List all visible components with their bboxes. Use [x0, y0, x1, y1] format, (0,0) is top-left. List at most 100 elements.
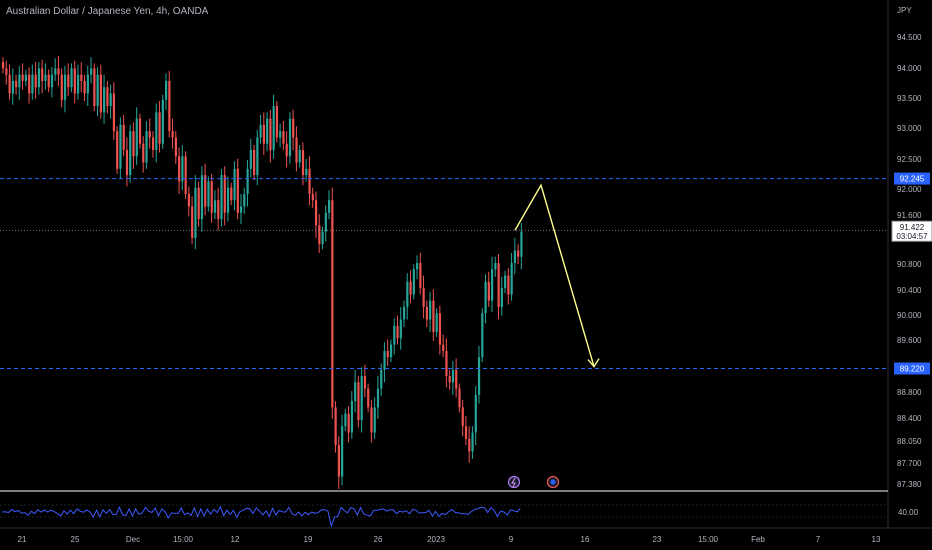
candle-body: [344, 413, 347, 427]
chart-title: Australian Dollar / Japanese Yen, 4h, OA…: [6, 6, 209, 17]
lightning-glyph: [511, 477, 516, 488]
candle-body: [47, 74, 50, 88]
candle-body: [288, 118, 292, 157]
candle-body: [399, 319, 402, 339]
candle-body: [8, 74, 11, 94]
projection-path: [514, 183, 600, 368]
candle-body: [90, 68, 93, 75]
candle-body: [50, 74, 54, 88]
price-tick: 87.700: [897, 459, 922, 468]
candle-body: [357, 382, 360, 420]
candle-body: [500, 288, 503, 307]
candle-body: [28, 74, 31, 94]
price-tick: 88.400: [897, 414, 922, 423]
candle-body: [93, 68, 96, 107]
candle-body: [122, 124, 125, 151]
time-axis: 21 25 Dec 15:00 12 19 26 2023 9 16 23 15:00 Feb 7 13: [18, 535, 881, 544]
candle-body: [11, 80, 14, 94]
candle-body: [63, 74, 67, 100]
candle-body: [109, 93, 112, 107]
price-tick: 88.800: [897, 388, 922, 397]
price-tick: 87.380: [897, 480, 922, 489]
candle-body: [184, 156, 187, 194]
price-tick: 94.000: [897, 64, 922, 73]
lightning-event-icon[interactable]: [507, 475, 521, 489]
candle-body: [106, 87, 109, 107]
candle-body: [210, 181, 213, 213]
candle-body: [282, 131, 285, 144]
candle-body: [406, 281, 409, 307]
price-tick: 91.600: [897, 211, 922, 220]
candle-body: [233, 168, 236, 201]
candle-body: [510, 263, 513, 295]
candle-body: [328, 200, 331, 213]
candle-body: [200, 175, 204, 220]
time-tick: 16: [581, 535, 590, 544]
candle-body: [204, 175, 207, 207]
candle-body: [168, 80, 171, 132]
candle-body: [116, 131, 119, 169]
flag-glyph: [550, 479, 556, 485]
currency-label: JPY: [897, 6, 912, 15]
price-tick: 90.000: [897, 311, 922, 320]
time-tick: 19: [304, 535, 313, 544]
candle-body: [396, 325, 399, 339]
candle-body: [380, 369, 383, 389]
candle-body: [448, 376, 451, 383]
candle-body: [80, 74, 83, 81]
price-tick: 93.500: [897, 94, 922, 103]
candle-body: [103, 87, 106, 113]
candle-body: [285, 143, 288, 157]
candle-body: [416, 263, 419, 270]
candle-body: [412, 269, 415, 295]
current-price-label: 91.422: [900, 223, 925, 232]
time-tick: 15:00: [173, 535, 194, 544]
time-tick: 23: [653, 535, 662, 544]
candle-body: [409, 281, 412, 295]
candle-body: [158, 112, 161, 144]
candle-body: [138, 118, 142, 144]
candle-body: [458, 388, 461, 408]
candle-body: [191, 206, 194, 238]
candle-body: [44, 74, 47, 81]
candle-body: [445, 350, 448, 377]
candle-body: [314, 200, 318, 226]
candle-body: [230, 187, 233, 201]
time-tick: 13: [872, 535, 881, 544]
candle-body: [491, 269, 494, 301]
candle-body: [474, 394, 477, 433]
candle-body: [220, 175, 223, 220]
candle-body: [129, 131, 132, 176]
candle-body: [341, 426, 344, 477]
candle-body: [298, 150, 301, 163]
candle-body: [305, 168, 308, 176]
candle-body: [321, 231, 324, 245]
event-markers: [507, 475, 560, 489]
candle-body: [386, 350, 389, 358]
time-tick: 25: [71, 535, 80, 544]
candle-body: [112, 93, 116, 132]
candle-body: [331, 200, 334, 408]
candle-body: [363, 376, 367, 389]
candle-body: [262, 124, 265, 144]
candle-body: [402, 306, 406, 320]
candle-body: [311, 193, 314, 201]
candle-body: [249, 150, 252, 169]
time-tick: 26: [374, 535, 383, 544]
price-tick: 90.400: [897, 286, 922, 295]
candle-body: [432, 300, 435, 333]
candle-body: [487, 281, 490, 301]
candle-body: [425, 306, 428, 320]
candle-body: [236, 168, 239, 213]
time-tick: Dec: [126, 535, 140, 544]
candle-body: [217, 200, 220, 220]
candle-body: [15, 80, 18, 88]
candle-body: [37, 68, 41, 88]
candle-body: [151, 137, 155, 151]
price-tick: 89.600: [897, 336, 922, 345]
candle-body: [269, 118, 272, 151]
candle-body: [119, 124, 122, 169]
price-tick: 90.800: [897, 260, 922, 269]
